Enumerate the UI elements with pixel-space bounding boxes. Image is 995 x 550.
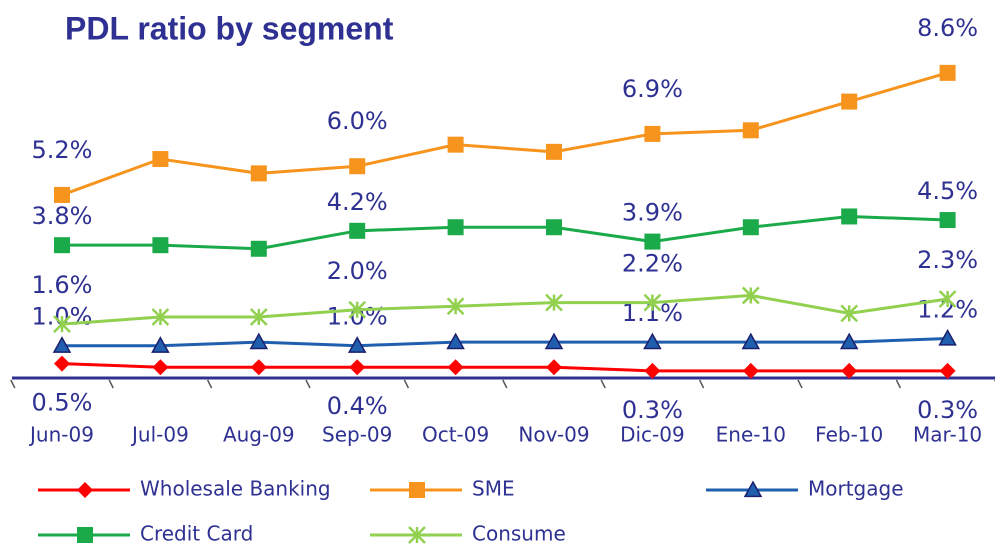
data-point — [152, 237, 168, 253]
data-point — [152, 151, 168, 167]
x-tick-label: Jun-09 — [28, 423, 94, 447]
data-point — [251, 165, 267, 181]
data-point — [251, 241, 267, 257]
x-tick — [208, 380, 212, 388]
data-point — [54, 356, 70, 372]
x-tick — [798, 380, 802, 388]
data-point — [349, 359, 365, 375]
data-label: 0.3% — [622, 396, 683, 424]
data-label: 6.0% — [327, 107, 388, 135]
data-point — [448, 137, 464, 153]
legend-marker — [409, 482, 425, 498]
data-point — [546, 219, 562, 235]
data-point — [546, 144, 562, 160]
data-label: 2.0% — [327, 257, 388, 285]
x-tick-label: Nov-09 — [518, 423, 589, 447]
x-tick-label: Dic-09 — [620, 423, 685, 447]
data-point — [940, 212, 956, 228]
data-label: 6.9% — [622, 75, 683, 103]
data-point — [251, 359, 267, 375]
data-point — [841, 94, 857, 110]
data-point — [841, 363, 857, 379]
data-point — [841, 208, 857, 224]
data-point — [644, 363, 660, 379]
legend-label: Consume — [472, 522, 566, 546]
x-tick — [306, 380, 310, 388]
legend-marker — [77, 527, 93, 543]
x-tick-label: Oct-09 — [422, 423, 489, 447]
series-line — [62, 339, 948, 346]
data-label: 8.6% — [917, 14, 978, 42]
data-point — [448, 359, 464, 375]
x-tick-label: Aug-09 — [223, 423, 295, 447]
data-point — [743, 122, 759, 138]
data-point — [644, 234, 660, 250]
x-tick-label: Ene-10 — [716, 423, 786, 447]
data-label: 0.3% — [917, 396, 978, 424]
data-label: 0.4% — [327, 392, 388, 420]
legend-marker — [77, 482, 93, 498]
x-tick — [109, 380, 113, 388]
x-tick — [503, 380, 507, 388]
data-point — [743, 219, 759, 235]
legend-label: Credit Card — [140, 522, 253, 546]
data-label: 4.5% — [917, 177, 978, 205]
data-label: 3.9% — [622, 199, 683, 227]
x-tick-label: Mar-10 — [913, 423, 982, 447]
data-label: 3.8% — [32, 202, 93, 230]
data-point — [940, 65, 956, 81]
x-tick-label: Jul-09 — [130, 423, 189, 447]
data-label: 0.5% — [32, 389, 93, 417]
legend-label: Wholesale Banking — [140, 477, 331, 501]
data-point — [546, 359, 562, 375]
legend-label: Mortgage — [808, 477, 904, 501]
series-line — [62, 295, 948, 324]
series-line — [62, 73, 948, 195]
x-tick — [601, 380, 605, 388]
x-tick — [896, 380, 900, 388]
data-point — [743, 363, 759, 379]
data-point — [349, 158, 365, 174]
x-tick — [700, 380, 704, 388]
data-label: 2.3% — [917, 246, 978, 274]
data-point — [940, 363, 956, 379]
x-tick — [11, 380, 15, 388]
data-label: 5.2% — [32, 136, 93, 164]
data-label: 2.2% — [622, 250, 683, 278]
data-point — [152, 359, 168, 375]
data-label: 4.2% — [327, 188, 388, 216]
series-line — [62, 364, 948, 371]
data-point — [54, 237, 70, 253]
data-point — [349, 223, 365, 239]
chart-title: PDL ratio by segment — [65, 10, 394, 46]
x-tick-label: Feb-10 — [815, 423, 883, 447]
x-tick — [404, 380, 408, 388]
data-label: 1.6% — [32, 271, 93, 299]
data-point — [448, 219, 464, 235]
legend-label: SME — [472, 477, 515, 501]
series-line — [62, 216, 948, 248]
data-point — [54, 187, 70, 203]
data-point — [644, 126, 660, 142]
x-tick-label: Sep-09 — [322, 423, 392, 447]
